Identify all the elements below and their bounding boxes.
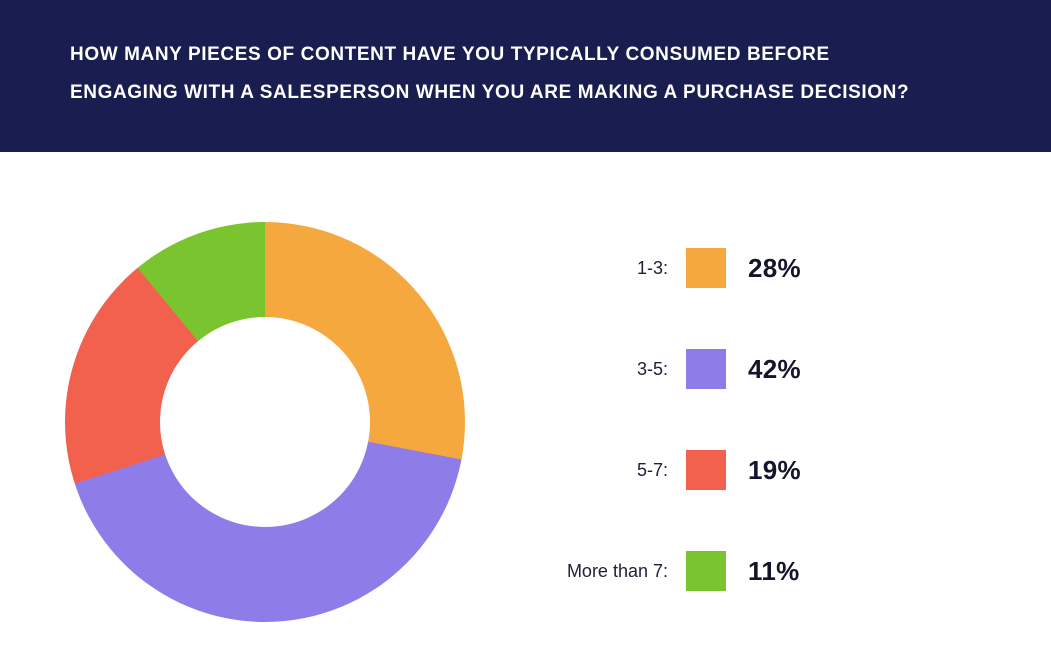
question-line-1: HOW MANY PIECES OF CONTENT HAVE YOU TYPI… <box>70 44 830 65</box>
legend-item: More than 7: 11% <box>528 551 801 591</box>
legend-value: 11% <box>748 555 800 586</box>
legend-swatch <box>686 450 726 490</box>
donut-chart <box>65 222 465 622</box>
legend-swatch <box>686 551 726 591</box>
legend-label: 3-5: <box>636 358 668 379</box>
legend-value: 28% <box>748 252 801 283</box>
legend-label: 5-7: <box>636 459 668 480</box>
legend-value: 19% <box>748 454 801 485</box>
legend-label: More than 7: <box>566 560 668 581</box>
legend-value: 42% <box>748 353 801 384</box>
legend-swatch <box>686 248 726 288</box>
legend-item: 3-5: 42% <box>528 349 801 389</box>
chart-area: 1-3: 28% 3-5: 42% 5-7: 19% More than 7: … <box>0 152 1051 655</box>
legend-item: 5-7: 19% <box>528 450 801 490</box>
question-line-2: ENGAGING WITH A SALESPERSON WHEN YOU ARE… <box>70 82 910 103</box>
legend-item: 1-3: 28% <box>528 248 801 288</box>
legend-swatch <box>686 349 726 389</box>
legend: 1-3: 28% 3-5: 42% 5-7: 19% More than 7: … <box>528 248 801 652</box>
question-banner: HOW MANY PIECES OF CONTENT HAVE YOU TYPI… <box>0 0 1051 152</box>
legend-label: 1-3: <box>636 257 668 278</box>
